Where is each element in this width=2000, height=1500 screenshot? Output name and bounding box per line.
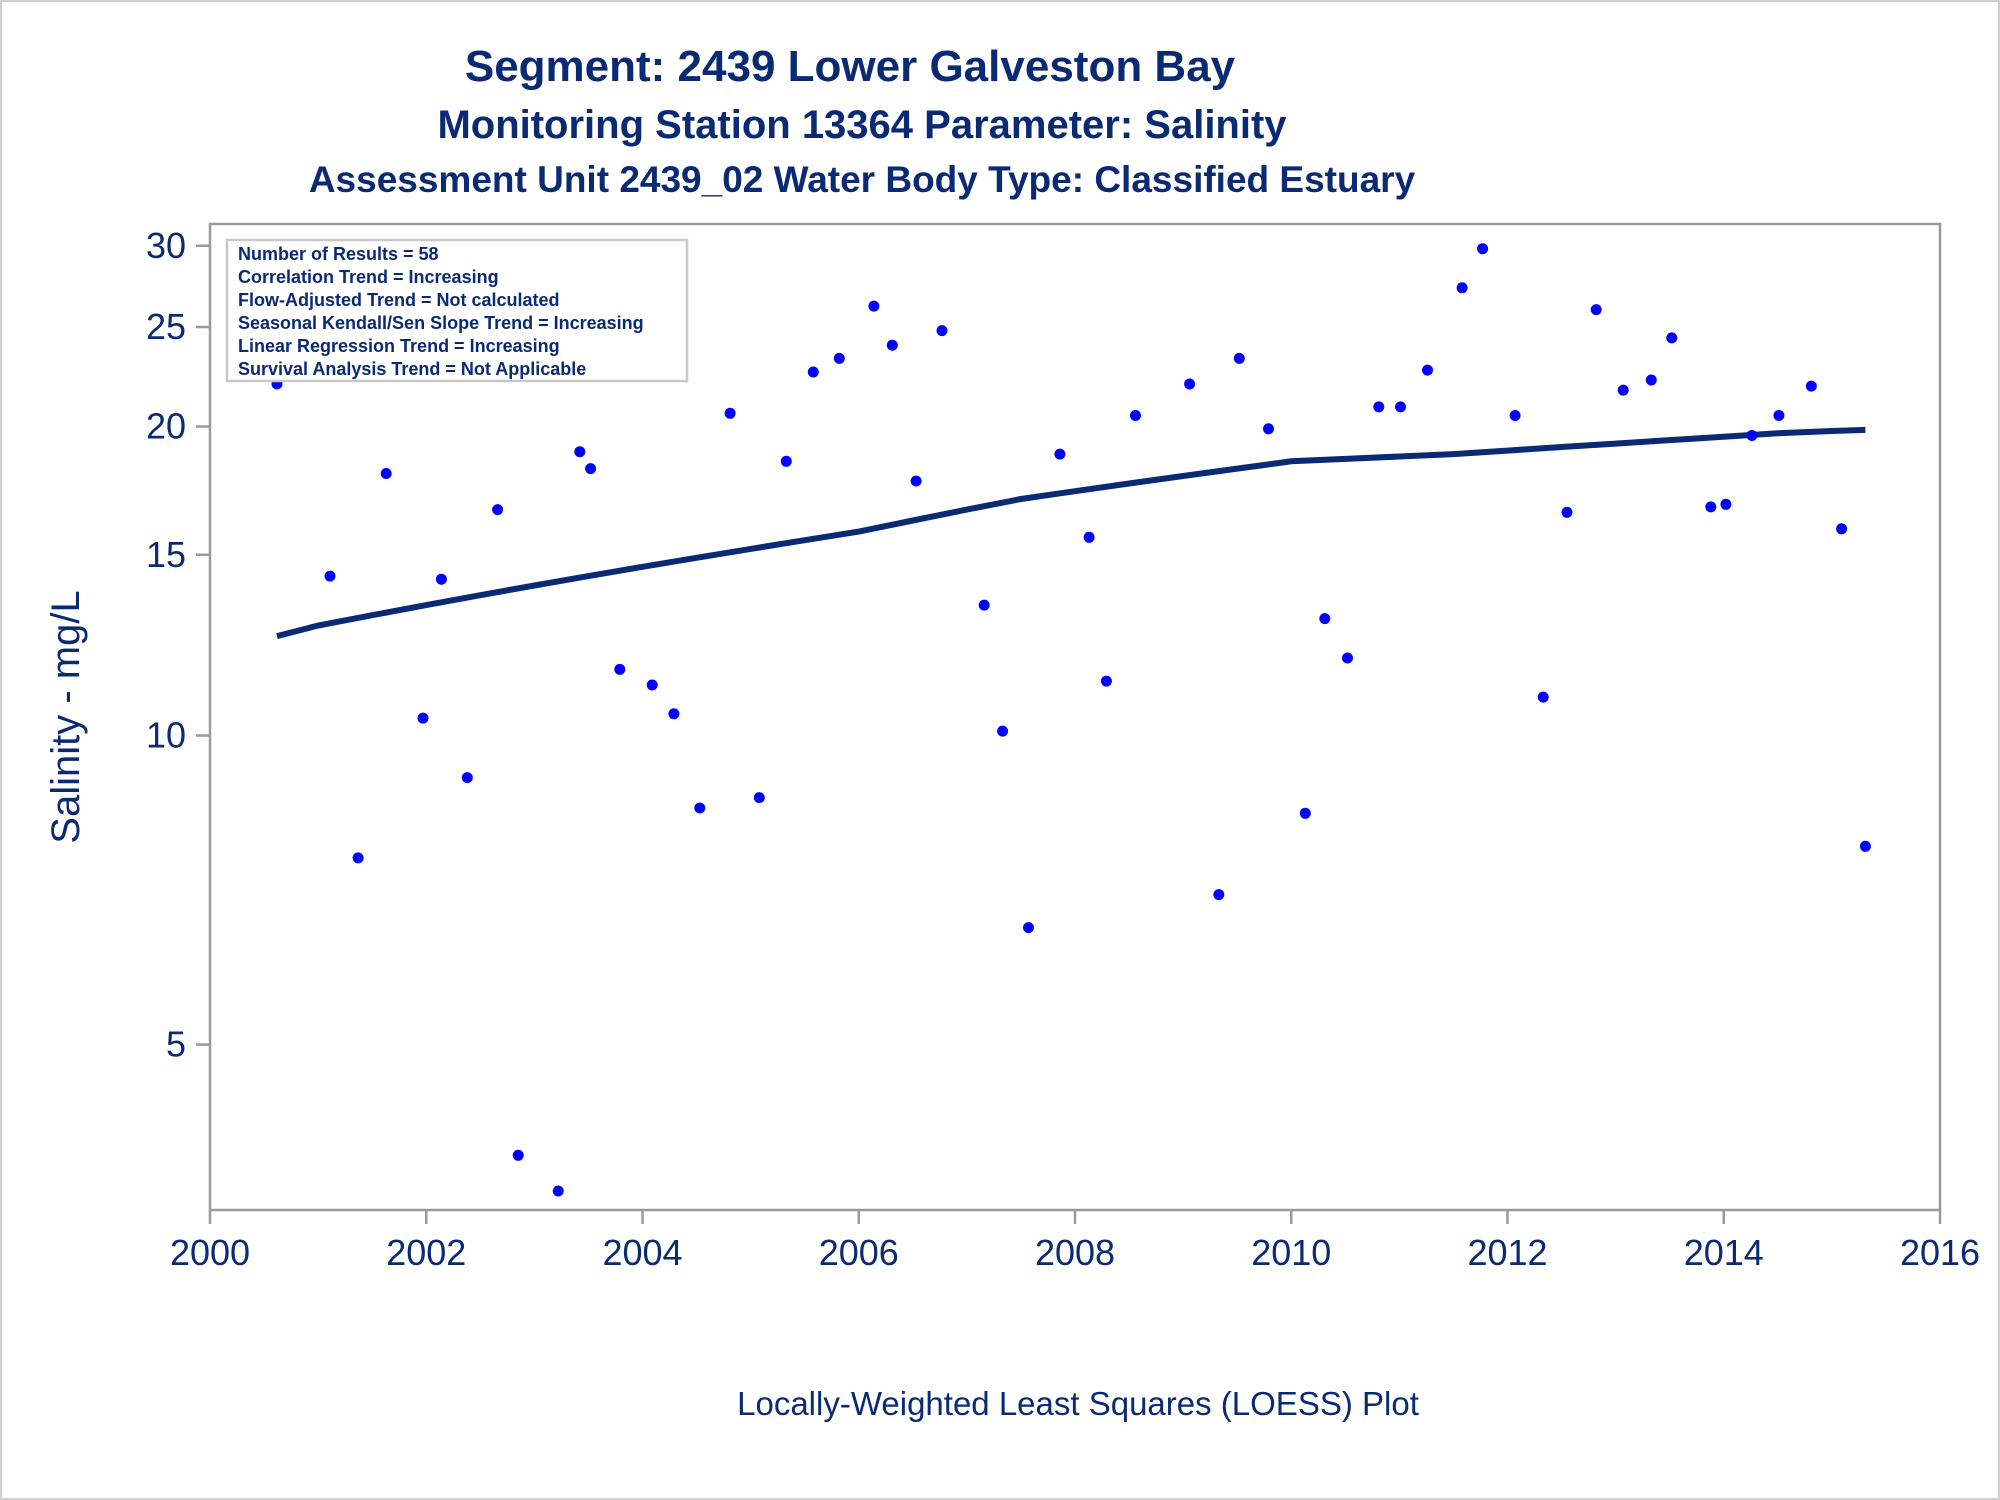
data-point: [1184, 378, 1196, 390]
data-point: [1773, 410, 1785, 421]
x-tick-label: 2000: [170, 1232, 250, 1273]
data-point: [1422, 364, 1433, 376]
data-point: [753, 792, 765, 804]
chart-subtitle: Monitoring Station 13364 Parameter: Sali…: [437, 103, 1287, 147]
data-point: [585, 463, 597, 475]
data-point: [1083, 531, 1095, 543]
data-point: [492, 504, 504, 516]
x-axis: 2000 2002 2004 2006 2008 2010 2012 2014 2016: [170, 1210, 1980, 1273]
data-point: [461, 772, 473, 784]
y-tick-label: 30: [146, 225, 186, 266]
y-tick-label: 25: [146, 306, 186, 347]
x-tick-label: 2004: [602, 1232, 682, 1273]
x-tick-label: 2008: [1035, 1232, 1115, 1273]
data-point: [1477, 243, 1489, 255]
y-tick-label: 20: [146, 406, 186, 447]
data-point: [1746, 430, 1758, 441]
data-point: [780, 455, 792, 467]
data-point: [910, 475, 922, 487]
data-point: [1023, 922, 1034, 934]
data-point: [1705, 501, 1717, 513]
data-point: [1590, 304, 1602, 316]
data-point: [1537, 691, 1549, 703]
data-point: [574, 446, 586, 458]
data-point: [724, 407, 736, 419]
y-axis: 5 10 15 20 25 30: [146, 225, 210, 1065]
data-point: [1456, 282, 1468, 294]
data-point: [807, 366, 819, 378]
y-tick-label: 10: [146, 715, 186, 756]
data-point: [1836, 523, 1848, 535]
data-point: [1054, 448, 1066, 460]
x-tick-label: 2016: [1900, 1232, 1980, 1273]
chart-footnote: Locally-Weighted Least Squares (LOESS) P…: [737, 1385, 1419, 1422]
stats-line-linear-regression: Linear Regression Trend = Increasing: [238, 336, 560, 356]
data-point: [886, 339, 898, 351]
data-point: [380, 468, 392, 479]
stats-line-correlation: Correlation Trend = Increasing: [238, 267, 499, 287]
data-point: [1233, 352, 1245, 364]
data-point: [868, 300, 880, 312]
chart-subtitle-2: Assessment Unit 2439_02 Water Body Type:…: [309, 159, 1416, 200]
data-point: [1561, 506, 1573, 518]
data-point: [1100, 675, 1112, 687]
data-point: [1299, 807, 1311, 819]
y-axis-label: Salinity - mg/L: [44, 590, 88, 843]
data-point: [1859, 840, 1871, 852]
data-point: [1645, 374, 1657, 386]
data-point: [997, 725, 1009, 737]
data-point: [417, 712, 429, 724]
stats-line-survival: Survival Analysis Trend = Not Applicable: [238, 359, 586, 379]
x-tick-label: 2006: [819, 1232, 899, 1273]
data-point: [694, 802, 706, 814]
data-point: [1373, 401, 1385, 413]
data-point: [1213, 889, 1225, 901]
data-point: [614, 663, 626, 675]
stats-line-seasonal-kendall: Seasonal Kendall/Sen Slope Trend = Incre…: [238, 313, 644, 333]
x-tick-label: 2002: [386, 1232, 466, 1273]
data-point: [1805, 380, 1817, 392]
data-point: [435, 573, 447, 585]
data-point: [1720, 498, 1732, 510]
data-point: [1319, 613, 1331, 625]
loess-line: [276, 426, 1866, 640]
stats-box: Number of Results = 58 Correlation Trend…: [225, 238, 689, 383]
data-point: [1342, 652, 1353, 664]
y-tick-label: 5: [166, 1024, 186, 1065]
data-point: [1395, 401, 1406, 413]
data-point: [352, 852, 364, 864]
data-point: [552, 1185, 564, 1197]
data-point: [978, 599, 990, 611]
x-tick-label: 2010: [1251, 1232, 1331, 1273]
stats-line-flow-adjusted: Flow-Adjusted Trend = Not calculated: [238, 290, 560, 310]
data-point: [1509, 410, 1521, 421]
x-tick-label: 2014: [1684, 1232, 1764, 1273]
data-point: [1130, 410, 1141, 421]
data-point: [1666, 332, 1678, 344]
stats-line-results: Number of Results = 58: [238, 244, 439, 264]
y-tick-label: 15: [146, 534, 186, 575]
data-point: [668, 708, 680, 720]
data-point: [512, 1149, 524, 1161]
data-point: [646, 679, 658, 691]
data-points: [271, 243, 1871, 1197]
data-point: [324, 570, 336, 582]
data-point: [1263, 423, 1274, 435]
chart-title: Segment: 2439 Lower Galveston Bay: [465, 42, 1236, 91]
x-tick-label: 2012: [1467, 1232, 1547, 1273]
data-point: [936, 325, 948, 337]
data-point: [833, 352, 845, 364]
data-point: [1617, 384, 1629, 396]
